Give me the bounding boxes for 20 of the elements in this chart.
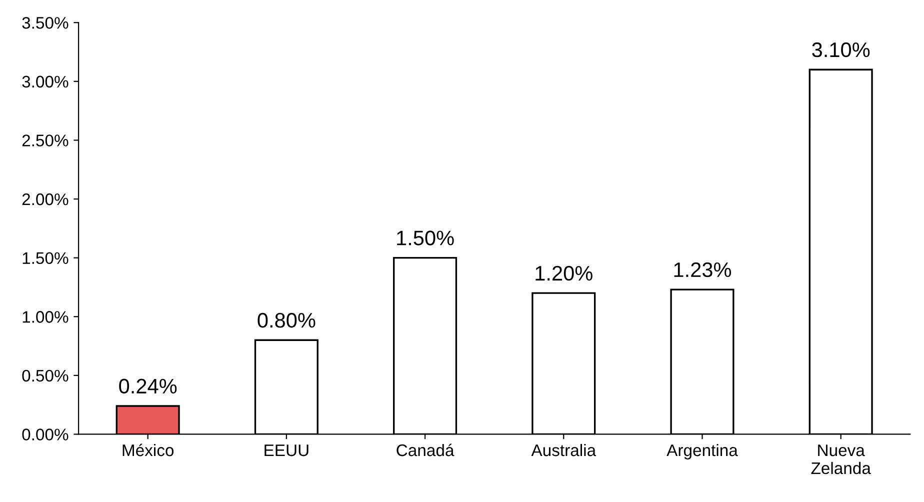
y-tick-label: 2.50% [22, 134, 68, 146]
data-label: 1.20% [536, 266, 592, 281]
x-tick-label: EEUU [264, 444, 308, 456]
data-label: 0.24% [119, 378, 177, 394]
y-tick-label: 3.50% [22, 16, 68, 29]
y-tick-label: 2.00% [22, 193, 68, 206]
x-tick-label: Argentina [666, 444, 738, 460]
x-tick-label: México [122, 444, 174, 456]
y-tick-label: 1.50% [22, 252, 68, 264]
y-tick-label: 0.50% [22, 370, 68, 382]
x-tick-label: Canadá [396, 444, 454, 456]
y-tick-label: 1.00% [22, 311, 68, 323]
data-label: 1.50% [397, 230, 454, 246]
data-label: 3.10% [812, 42, 870, 58]
data-label: 0.80% [258, 312, 316, 328]
y-tick-label: 0.00% [22, 428, 68, 440]
data-label: 1.23% [674, 262, 732, 278]
y-tick-label: 3.00% [22, 76, 68, 88]
x-tick-label: Nueva Zelanda [811, 444, 871, 474]
x-tick-label: Australia [531, 444, 596, 456]
